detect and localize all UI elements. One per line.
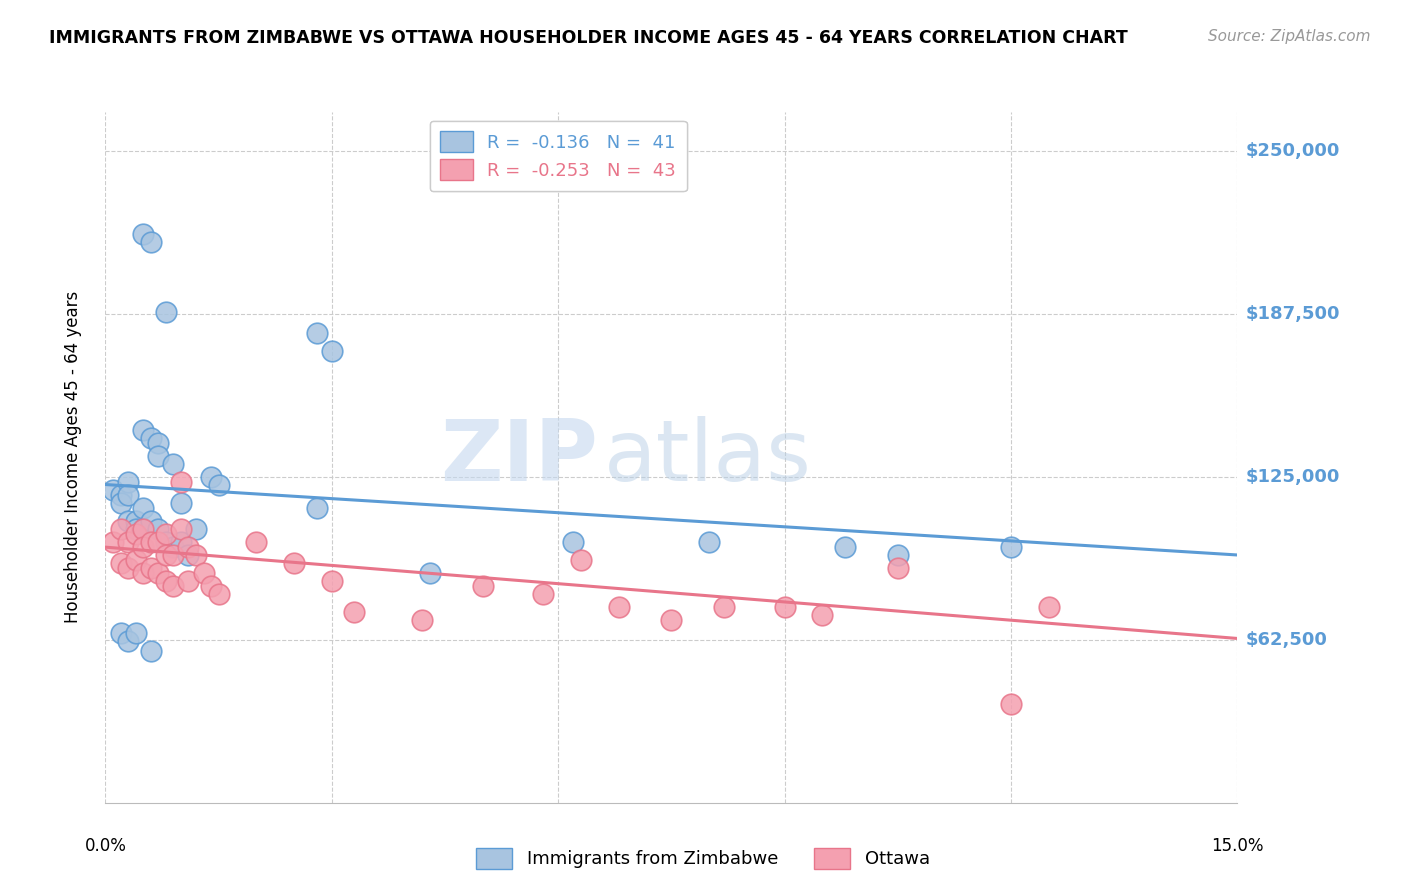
- Point: [110, 556, 132, 570]
- Text: $62,500: $62,500: [1246, 631, 1327, 648]
- Point: [208, 477, 231, 491]
- Point: [117, 561, 139, 575]
- Point: [139, 561, 162, 575]
- Point: [155, 548, 177, 562]
- Point: [200, 579, 222, 593]
- Point: [184, 522, 207, 536]
- Point: [110, 488, 132, 502]
- Point: [811, 607, 834, 622]
- Point: [101, 535, 124, 549]
- Point: [132, 227, 155, 241]
- Point: [148, 566, 170, 581]
- Point: [305, 501, 328, 516]
- Legend: Immigrants from Zimbabwe, Ottawa: Immigrants from Zimbabwe, Ottawa: [470, 840, 936, 876]
- Point: [184, 548, 207, 562]
- Point: [132, 522, 155, 536]
- Point: [162, 457, 184, 471]
- Point: [162, 579, 184, 593]
- Text: $187,500: $187,500: [1246, 305, 1340, 323]
- Point: [834, 540, 856, 554]
- Point: [139, 514, 162, 528]
- Point: [155, 305, 177, 319]
- Point: [124, 553, 146, 567]
- Point: [245, 535, 267, 549]
- Point: [343, 606, 366, 620]
- Point: [170, 475, 193, 489]
- Point: [1038, 600, 1060, 615]
- Point: [305, 326, 328, 341]
- Point: [148, 435, 170, 450]
- Point: [887, 548, 910, 562]
- Point: [110, 626, 132, 640]
- Point: [1000, 697, 1022, 711]
- Text: 15.0%: 15.0%: [1211, 837, 1264, 855]
- Text: $125,000: $125,000: [1246, 467, 1340, 486]
- Text: Source: ZipAtlas.com: Source: ZipAtlas.com: [1208, 29, 1371, 44]
- Point: [132, 522, 155, 536]
- Point: [607, 600, 630, 615]
- Text: $250,000: $250,000: [1246, 142, 1340, 160]
- Point: [419, 566, 441, 581]
- Point: [148, 535, 170, 549]
- Point: [177, 574, 200, 588]
- Point: [1000, 540, 1022, 554]
- Point: [170, 522, 193, 536]
- Point: [411, 613, 433, 627]
- Point: [321, 574, 343, 588]
- Point: [569, 553, 592, 567]
- Point: [177, 548, 200, 562]
- Point: [177, 540, 200, 554]
- Point: [193, 566, 215, 581]
- Point: [148, 449, 170, 463]
- Point: [531, 587, 554, 601]
- Text: IMMIGRANTS FROM ZIMBABWE VS OTTAWA HOUSEHOLDER INCOME AGES 45 - 64 YEARS CORRELA: IMMIGRANTS FROM ZIMBABWE VS OTTAWA HOUSE…: [49, 29, 1128, 46]
- Text: ZIP: ZIP: [440, 416, 598, 499]
- Point: [887, 561, 910, 575]
- Point: [132, 423, 155, 437]
- Point: [170, 535, 193, 549]
- Point: [124, 522, 146, 536]
- Point: [321, 344, 343, 359]
- Point: [117, 488, 139, 502]
- Point: [713, 600, 735, 615]
- Point: [697, 535, 720, 549]
- Point: [170, 496, 193, 510]
- Point: [155, 527, 177, 541]
- Point: [101, 483, 124, 497]
- Y-axis label: Householder Income Ages 45 - 64 years: Householder Income Ages 45 - 64 years: [63, 291, 82, 624]
- Legend: R =  -0.136   N =  41, R =  -0.253   N =  43: R = -0.136 N = 41, R = -0.253 N = 43: [429, 120, 688, 191]
- Point: [162, 540, 184, 554]
- Point: [132, 566, 155, 581]
- Point: [117, 475, 139, 489]
- Point: [200, 469, 222, 483]
- Point: [139, 235, 162, 249]
- Point: [283, 556, 305, 570]
- Point: [661, 613, 683, 627]
- Text: 0.0%: 0.0%: [84, 837, 127, 855]
- Point: [132, 540, 155, 554]
- Point: [110, 522, 132, 536]
- Point: [162, 548, 184, 562]
- Point: [124, 514, 146, 528]
- Point: [124, 527, 146, 541]
- Point: [208, 587, 231, 601]
- Point: [562, 535, 585, 549]
- Point: [132, 501, 155, 516]
- Point: [124, 626, 146, 640]
- Point: [773, 600, 796, 615]
- Point: [155, 535, 177, 549]
- Text: atlas: atlas: [603, 416, 811, 499]
- Point: [148, 522, 170, 536]
- Point: [155, 574, 177, 588]
- Point: [117, 634, 139, 648]
- Point: [471, 579, 494, 593]
- Point: [117, 514, 139, 528]
- Point: [139, 431, 162, 445]
- Point: [110, 496, 132, 510]
- Point: [139, 644, 162, 658]
- Point: [139, 535, 162, 549]
- Point: [117, 535, 139, 549]
